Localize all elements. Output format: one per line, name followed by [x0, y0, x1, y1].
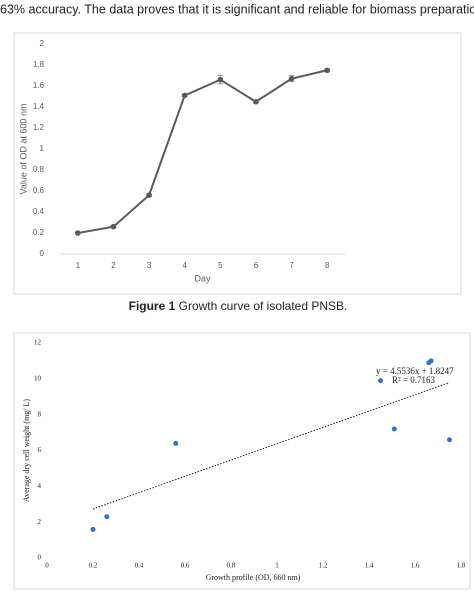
y-tick-label: 4: [38, 482, 42, 490]
y-axis-label: Average dry cell weight (mg/ L): [22, 399, 31, 502]
point: [378, 378, 383, 384]
x-tick-label: 0.2: [89, 562, 98, 570]
x-tick-label: 0: [45, 562, 49, 570]
y-axis-label: Value of OD at 600 nm: [18, 104, 28, 195]
y-tick-label: 6: [38, 446, 42, 454]
x-axis-label: Day: [194, 273, 211, 283]
point: [253, 98, 259, 105]
y-tick-label: 0.8: [33, 165, 45, 174]
y-tick-label: 10: [34, 374, 42, 382]
x-tick-label: 0.8: [227, 562, 236, 570]
point: [324, 67, 330, 74]
y-tick-label: 1.4: [33, 102, 45, 111]
x-tick-label: 8: [325, 261, 330, 270]
caption-text: Growth curve of isolated PNSB.: [179, 299, 348, 313]
chart-frame: [13, 332, 471, 590]
y-tick-label: 12: [34, 339, 42, 347]
point: [90, 526, 96, 532]
x-tick-label: 3: [147, 261, 152, 270]
x-tick-label: 2: [111, 261, 116, 270]
caption-label: Figure 1: [129, 299, 176, 313]
point: [110, 223, 117, 230]
x-tick-label: 1.2: [319, 562, 328, 570]
x-tick-label: 0.6: [181, 562, 190, 570]
x-tick-label: 7: [289, 261, 294, 270]
x-tick-label: 1: [76, 261, 81, 270]
chart-frame: [13, 32, 462, 295]
trendline: [92, 382, 450, 510]
line: [77, 69, 328, 234]
y-tick-label: 2: [38, 518, 42, 526]
y-tick-label: 0: [38, 554, 42, 562]
y-tick-label: 1: [40, 144, 45, 153]
y-tick-label: 0.6: [33, 186, 45, 195]
x-tick-label: 1: [275, 562, 279, 570]
y-tick-label: 2: [40, 39, 45, 48]
x-tick-label: 1.4: [365, 562, 374, 570]
y-tick-label: 1.8: [33, 60, 45, 69]
y-tick-label: 0.2: [33, 228, 45, 237]
x-tick-label: 1.6: [411, 562, 420, 570]
x-axis-label: Growth profile (OD, 660 nm): [206, 573, 301, 582]
point: [75, 230, 81, 236]
x-tick-label: 4: [182, 261, 187, 270]
y-tick-label: 8: [38, 410, 42, 418]
chart-2: 0 2 4 6 8 10 12 0 0.2 0.4 0.6 0.8 1 1.2 1.4 1.6 1.8 y = 4…: [22, 339, 466, 582]
y-tick-label: 1.2: [33, 123, 45, 132]
point: [391, 426, 397, 432]
point: [104, 514, 110, 520]
point: [146, 192, 152, 198]
x-tick-label: 6: [254, 261, 259, 270]
point: [173, 440, 179, 446]
y-tick-label: 0.4: [33, 207, 45, 216]
x-tick-label: 1.8: [457, 562, 466, 570]
y-tick-label: 0: [40, 249, 45, 258]
point: [288, 75, 295, 82]
y-tick-label: 1.6: [33, 81, 45, 90]
caption: Figure 1 Growth curve of isolated PNSB.: [129, 299, 348, 313]
point: [217, 76, 224, 83]
point: [181, 92, 188, 99]
x-tick-label: 5: [218, 261, 223, 270]
body-text: 63% accuracy. The data proves that it is…: [0, 2, 474, 16]
point: [447, 437, 452, 443]
x-tick-label: 0.4: [135, 562, 144, 570]
trendline-r2: R² = 0.7163: [392, 375, 436, 385]
trendline-equation: y = 4.5536x + 1.8247: [376, 366, 454, 376]
point: [428, 358, 434, 364]
